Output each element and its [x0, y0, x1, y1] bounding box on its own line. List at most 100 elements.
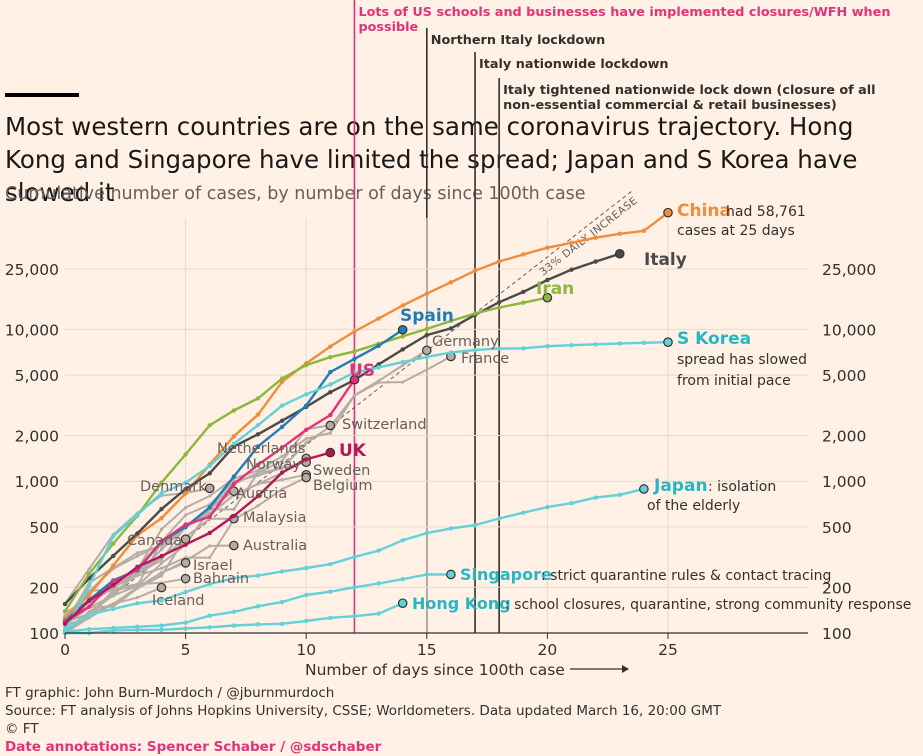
series-point-singapore — [424, 572, 429, 577]
series-point-iran — [328, 354, 333, 360]
series-point-iran — [111, 541, 116, 546]
series-label-singapore: Singapore — [460, 565, 552, 584]
series-label-israel: Israel — [193, 558, 233, 574]
annotation-text-day-15: Northern Italy lockdown — [430, 33, 606, 48]
series-point-japan — [448, 526, 454, 531]
series-point-s-korea — [424, 354, 429, 360]
series-point-germany — [328, 431, 332, 435]
y-tick-label-right: 1,000 — [822, 473, 866, 491]
series-point-singapore — [279, 599, 285, 605]
series-point-canada — [111, 594, 115, 598]
series-point-china — [424, 291, 429, 296]
series-point-s-korea — [231, 441, 237, 446]
series-point-china — [231, 434, 237, 439]
series-point-japan — [304, 565, 309, 571]
series-point-s-korea — [279, 403, 285, 408]
y-tick-label-left: 25,000 — [5, 261, 59, 279]
series-label-belgium: Belgium — [313, 478, 372, 494]
series-point-japan — [376, 548, 381, 553]
footer-graphic-credit: FT graphic: John Burn-Murdoch / @jburnmu… — [5, 685, 335, 701]
series-point-us — [255, 462, 261, 468]
series-label-norway: Norway — [246, 457, 301, 473]
series-point-hong-kong — [183, 626, 188, 631]
series-point-china — [352, 329, 357, 334]
y-tick-label-left: 2,000 — [15, 428, 59, 446]
series-point-hong-kong — [255, 622, 261, 627]
series-point-spain — [304, 403, 309, 408]
series-point-us — [231, 481, 237, 487]
series-end-point-switzerland — [325, 420, 336, 431]
series-point-singapore — [135, 624, 140, 629]
series-point-s-korea — [400, 359, 405, 365]
series-point-china — [496, 259, 502, 264]
y-tick-label-left: 10,000 — [5, 321, 59, 339]
series-point-uk — [159, 553, 164, 559]
series-point-netherlands — [135, 554, 139, 558]
series-point-s-korea — [545, 343, 550, 349]
series-end-point-australia — [229, 540, 239, 551]
series-label-china: China — [677, 201, 731, 221]
series-label-malaysia: Malaysia — [243, 510, 306, 526]
series-point-japan — [521, 510, 526, 515]
series-point-s-korea — [135, 512, 140, 517]
y-tick-label-right: 25,000 — [822, 261, 876, 279]
series-note-china: cases at 25 days — [677, 223, 795, 239]
series-point-bahrain — [111, 587, 115, 591]
series-point-spain — [376, 343, 381, 349]
series-point-norway — [280, 466, 284, 470]
series-point-germany — [280, 454, 284, 458]
series-end-point-bahrain — [180, 573, 191, 584]
series-point-us — [207, 514, 212, 519]
series-point-singapore — [352, 585, 357, 590]
series-point-japan — [255, 573, 261, 578]
series-point-iran — [448, 318, 454, 324]
series-point-switzerland — [256, 471, 260, 475]
series-point-italy — [496, 299, 502, 305]
series-point-singapore — [400, 577, 405, 582]
series-point-germany — [159, 527, 164, 531]
series-line-italy — [63, 252, 621, 606]
footer: FT graphic: John Burn-Murdoch / @jburnmu… — [5, 684, 721, 756]
series-point-iran — [400, 334, 405, 339]
series-point-hong-kong — [352, 614, 357, 619]
series-point-belgium — [256, 504, 260, 508]
series-point-japan — [279, 569, 285, 574]
series-end-point-us — [349, 374, 360, 385]
series-point-iceland — [111, 602, 115, 606]
footer-annotation-credit: Date annotations: Spencer Schaber / @sds… — [5, 739, 382, 755]
y-tick-label-right: 100 — [822, 625, 852, 643]
series-end-point-germany — [421, 345, 432, 356]
series-point-sweden — [256, 482, 260, 486]
series-point-singapore — [86, 626, 92, 632]
series-point-japan — [135, 601, 140, 606]
x-tick-label: 10 — [296, 641, 316, 659]
series-point-china — [159, 515, 164, 521]
series-point-singapore — [376, 581, 381, 586]
series-point-italy — [207, 471, 212, 476]
series-label-denmark: Denmark — [140, 479, 207, 495]
series-point-singapore — [207, 613, 212, 618]
series-point-spain — [352, 356, 357, 362]
series-line-bahrain — [64, 577, 187, 628]
series-point-hong-kong — [159, 627, 164, 632]
series-point-japan — [593, 495, 598, 500]
series-point-spain — [279, 424, 285, 430]
y-tick-label-right: 500 — [822, 519, 852, 537]
series-point-china — [569, 240, 574, 246]
series-point-hong-kong — [207, 625, 212, 630]
series-label-france: France — [461, 351, 509, 367]
series-point-singapore — [255, 604, 261, 609]
series-point-s-korea — [617, 341, 622, 346]
series-point-hong-kong — [279, 621, 285, 626]
series-point-china — [448, 280, 454, 285]
series-point-australia — [208, 544, 212, 548]
series-point-norway — [184, 513, 188, 517]
series-point-iran — [183, 452, 188, 457]
series-point-sweden — [280, 478, 284, 482]
y-tick-label-left: 200 — [29, 579, 59, 597]
series-note-s-korea: from initial pace — [677, 373, 791, 389]
series-label-s-korea: S Korea — [677, 329, 751, 349]
series-point-china — [111, 563, 116, 568]
series-point-italy — [545, 277, 550, 283]
series-point-china — [86, 592, 92, 598]
